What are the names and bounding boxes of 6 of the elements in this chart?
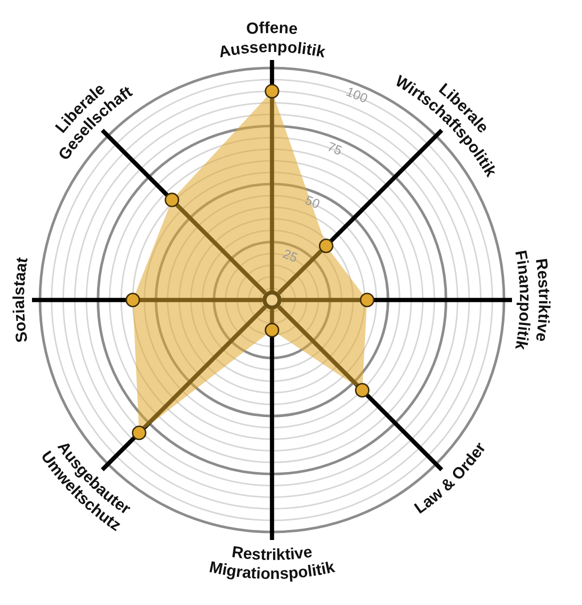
spoke-label: Offene Aussenpolitik	[217, 20, 327, 62]
y-tick-label: 25	[280, 246, 300, 266]
y-tick-label: 75	[325, 138, 344, 158]
y-tick-label: 50	[303, 192, 322, 212]
y-tick-label: 100	[344, 84, 370, 106]
spoke-label: Restriktive Migrationspolitik	[208, 544, 336, 584]
